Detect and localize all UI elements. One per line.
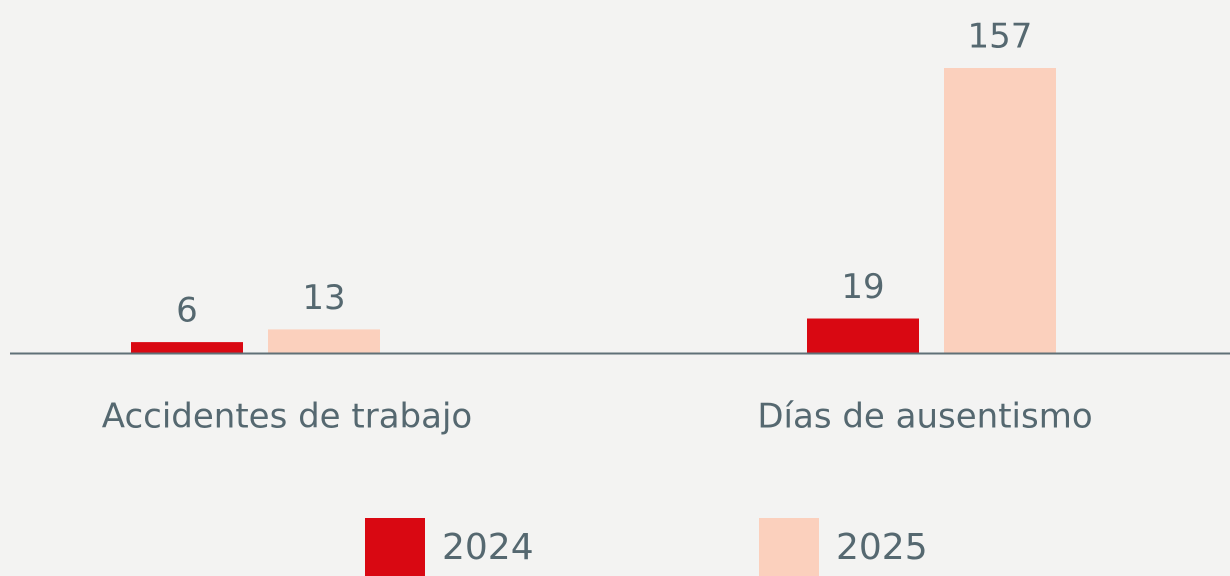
bar	[131, 342, 243, 353]
legend-swatch	[365, 518, 425, 576]
x-tick-label: Días de ausentismo	[757, 397, 1092, 437]
bar	[807, 318, 919, 353]
legend-label: 2025	[836, 527, 928, 568]
data-label: 13	[302, 278, 345, 318]
legend-swatch	[759, 518, 819, 576]
bar	[268, 329, 380, 353]
bar	[944, 68, 1056, 353]
x-tick-label: Accidentes de trabajo	[102, 397, 472, 437]
legend-label: 2024	[442, 527, 534, 568]
data-label: 6	[176, 291, 198, 331]
data-label: 19	[841, 267, 884, 307]
data-label: 157	[968, 17, 1033, 57]
